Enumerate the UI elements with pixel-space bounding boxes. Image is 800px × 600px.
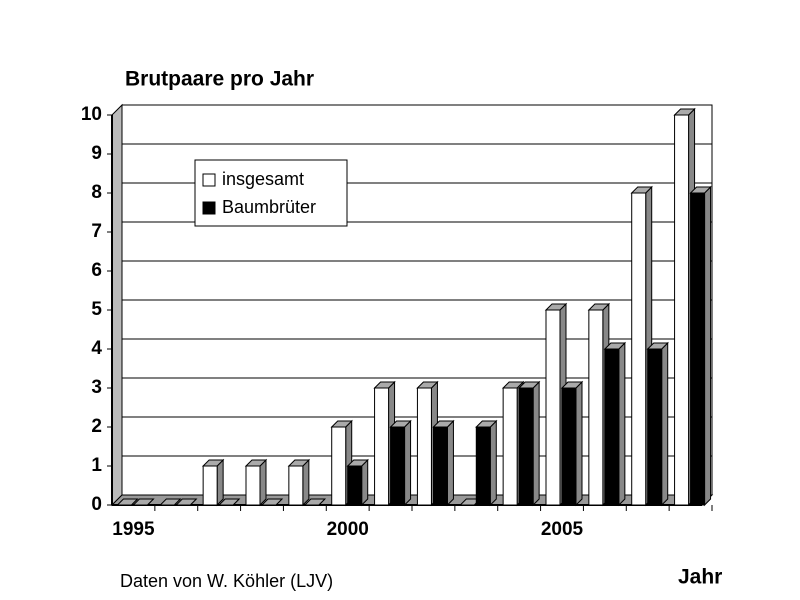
bar-top [260, 498, 284, 506]
bar [604, 348, 620, 506]
y-tick-label: 9 [91, 143, 102, 164]
y-tick-label: 6 [91, 260, 102, 281]
bar [561, 387, 577, 506]
bar [674, 114, 690, 506]
x-tick-label: 2005 [541, 519, 584, 540]
bar [374, 387, 390, 506]
bar [331, 426, 347, 506]
bar-side [661, 341, 669, 507]
bar [631, 192, 647, 506]
bar-top [217, 498, 241, 506]
bar-side [618, 341, 626, 507]
bar [502, 387, 518, 506]
y-tick-label: 0 [91, 494, 102, 515]
bar [245, 465, 261, 506]
y-tick-label: 1 [91, 455, 102, 476]
bar-side [216, 458, 224, 507]
bar-side [404, 419, 412, 507]
bar [416, 387, 432, 506]
bar-side [302, 458, 310, 507]
side-wall [111, 103, 123, 507]
bar [475, 426, 491, 506]
bar [288, 465, 304, 506]
x-axis-label: Jahr [678, 566, 722, 589]
legend-label: insgesamt [222, 169, 304, 189]
bar [347, 465, 363, 506]
bar [647, 348, 663, 506]
legend-swatch [202, 173, 216, 187]
bar [545, 309, 561, 506]
y-tick-label: 4 [91, 338, 102, 359]
y-tick-label: 3 [91, 377, 102, 398]
bar [518, 387, 534, 506]
bar-top [159, 498, 182, 506]
y-tick-label: 2 [91, 416, 102, 437]
legend-label: Baumbrüter [222, 197, 316, 217]
bar-top [303, 498, 327, 506]
x-tick-label: 2000 [327, 519, 369, 540]
bar-top [132, 498, 155, 506]
y-tick-label: 7 [91, 221, 102, 242]
note: Daten von W. Köhler (LJV) [120, 571, 333, 591]
y-tick-label: 5 [91, 299, 102, 320]
bar [588, 309, 604, 506]
bar-side [575, 380, 583, 507]
bar-side [532, 380, 540, 507]
chart-title: Brutpaare pro Jahr [125, 68, 314, 91]
bar-side [489, 419, 497, 507]
y-tick-label: 8 [91, 182, 102, 203]
y-tick-label: 10 [81, 104, 102, 125]
x-tick-label: 1995 [112, 519, 155, 540]
bar-side [361, 458, 369, 507]
legend-box [194, 159, 348, 227]
bar-side [259, 458, 267, 507]
bar-top [116, 498, 139, 506]
bar-side [446, 419, 454, 507]
bar [202, 465, 218, 506]
bar-side [704, 185, 712, 507]
bar [390, 426, 406, 506]
bar [432, 426, 448, 506]
bar [690, 192, 706, 506]
legend-swatch [202, 201, 216, 215]
bar-top [175, 498, 198, 506]
